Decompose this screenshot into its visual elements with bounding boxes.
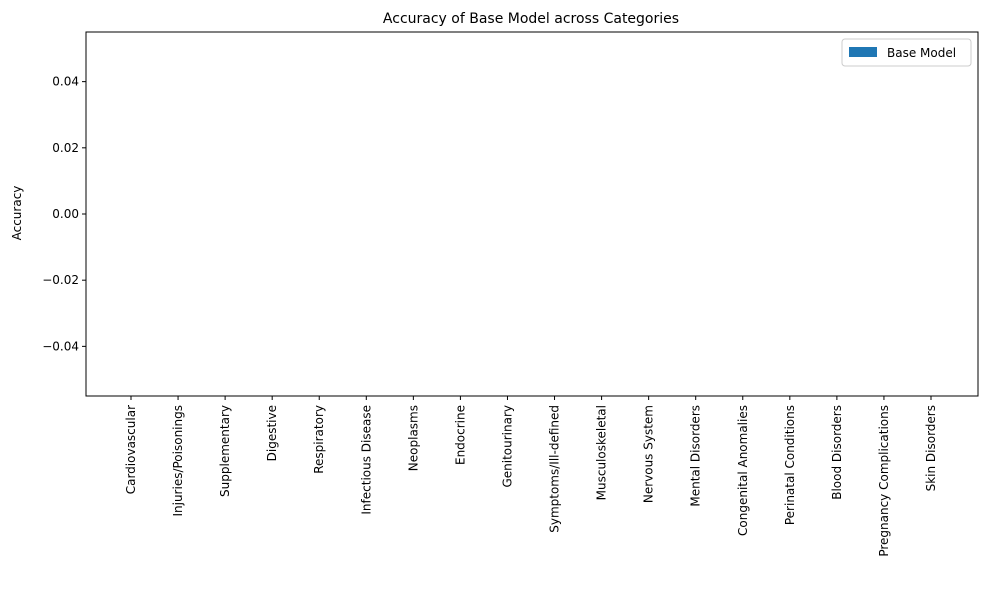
y-tick-label: 0.00 — [52, 207, 79, 221]
x-tick-label: Musculoskeletal — [595, 405, 609, 500]
x-tick-label: Infectious Disease — [359, 405, 373, 515]
legend: Base Model — [841, 38, 972, 67]
x-tick-label: Supplementary — [218, 405, 232, 497]
x-tick-label: Genitourinary — [500, 405, 514, 488]
legend-swatch — [849, 47, 877, 57]
y-tick-label: −0.04 — [42, 339, 79, 353]
legend-box — [841, 38, 972, 67]
y-tick-label: 0.04 — [52, 75, 79, 89]
x-tick-label: Endocrine — [453, 405, 467, 465]
x-tick-label: Blood Disorders — [830, 405, 844, 500]
y-tick-label: −0.02 — [42, 273, 79, 287]
y-tick-label: 0.02 — [52, 141, 79, 155]
x-tick-label: Nervous System — [642, 405, 656, 503]
plot-area — [85, 31, 979, 397]
x-tick-label: Neoplasms — [406, 405, 420, 471]
plot-frame — [85, 31, 979, 397]
x-tick-label: Mental Disorders — [689, 405, 703, 507]
x-tick-label: Congenital Anomalies — [736, 405, 750, 536]
x-tick-label: Perinatal Conditions — [783, 405, 797, 525]
x-axis-ticks: Cardiovascular Injuries/Poisonings Supplem… — [124, 396, 938, 557]
chart-title: Accuracy of Base Model across Categories — [383, 11, 679, 27]
legend-label: Base Model — [887, 46, 956, 60]
x-tick-label: Skin Disorders — [924, 405, 938, 491]
x-tick-label: Respiratory — [312, 405, 326, 474]
x-tick-label: Pregnancy Complications — [877, 405, 891, 557]
y-axis-label: Accuracy — [10, 186, 24, 241]
x-tick-label: Digestive — [265, 405, 279, 461]
y-axis-ticks: −0.04 −0.02 0.00 0.02 0.04 — [42, 75, 86, 353]
x-tick-label: Injuries/Poisonings — [171, 405, 185, 517]
x-tick-label: Cardiovascular — [124, 405, 138, 494]
x-tick-label: Symptoms/Ill-defined — [548, 405, 562, 533]
